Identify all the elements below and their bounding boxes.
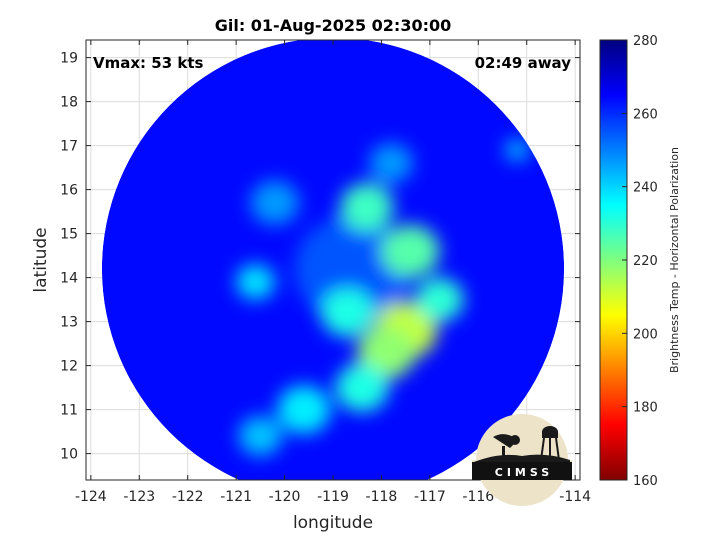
vmax-annotation: Vmax: 53 kts <box>93 54 203 72</box>
colorbar-tick-label: 220 <box>633 254 658 269</box>
heatmap-feature-1 <box>294 215 411 322</box>
y-tick-label: 12 <box>60 359 78 375</box>
heatmap-feature-3 <box>340 183 394 232</box>
y-tick-label: 19 <box>60 51 78 67</box>
heatmap-swath <box>101 40 565 480</box>
y-tick-label: 15 <box>60 227 78 243</box>
heatmap-features <box>236 139 530 456</box>
x-tick-label: -117 <box>414 489 446 505</box>
heatmap-feature-2 <box>320 288 375 337</box>
y-tick-label: 18 <box>60 95 78 111</box>
x-tick-label: -120 <box>269 489 301 505</box>
colorbar-tick-label: 260 <box>633 107 658 122</box>
y-tick-label: 11 <box>60 403 78 419</box>
x-tick-label: -122 <box>172 489 204 505</box>
x-axis-ticks: -124-123-122-121-120-119-118-117-116-115… <box>75 40 591 505</box>
colorbar-label: Brightness Temp - Horizontal Polarizatio… <box>668 147 681 373</box>
heatmap-feature-7 <box>415 277 464 322</box>
colorbar: 160 180 200 220 240 260 280 Brightness Temp - … <box>599 34 681 489</box>
heatmap-feature-13 <box>369 143 413 183</box>
x-tick-label: -116 <box>462 489 494 505</box>
time-away-annotation: 02:49 away <box>475 54 572 72</box>
logo-text: CIMSS <box>495 466 553 479</box>
x-tick-label: -123 <box>123 489 155 505</box>
heatmap-feature-12 <box>250 180 300 225</box>
heatmap-feature-11 <box>238 416 283 456</box>
y-tick-label: 14 <box>60 271 78 287</box>
heatmap-feature-14 <box>504 139 530 161</box>
y-axis-label: latitude <box>31 227 51 292</box>
y-tick-label: 10 <box>60 447 78 463</box>
colorbar-tick-label: 160 <box>633 474 658 489</box>
colorbar-tick-label: 240 <box>633 181 658 196</box>
x-tick-label: -119 <box>317 489 349 505</box>
axes-frame <box>85 39 581 481</box>
colorbar-ticks: 160 180 200 220 240 260 280 <box>622 34 658 489</box>
y-tick-label: 13 <box>60 315 78 331</box>
colorbar-tick-label: 180 <box>633 401 658 416</box>
colorbar-tick-label: 280 <box>633 34 658 49</box>
heatmap-feature-10 <box>236 264 275 300</box>
cimss-logo: CIMSS <box>472 414 572 506</box>
x-axis-label: longitude <box>293 513 373 533</box>
x-tick-label: -124 <box>75 489 107 505</box>
y-tick-label: 17 <box>60 139 78 155</box>
colorbar-tick-label: 200 <box>633 327 658 342</box>
x-tick-label: -114 <box>559 489 591 505</box>
heatmap-feature-9 <box>277 385 331 434</box>
chart-title: Gil: 01-Aug-2025 02:30:00 <box>215 16 452 35</box>
y-tick-label: 16 <box>60 183 78 199</box>
x-tick-label: -118 <box>366 489 398 505</box>
heatmap-feature-8 <box>335 363 389 412</box>
x-tick-label: -121 <box>220 489 252 505</box>
y-axis-ticks: 10 11 12 13 14 15 16 17 18 19 <box>60 51 580 463</box>
heatmap-feature-4 <box>381 224 440 278</box>
